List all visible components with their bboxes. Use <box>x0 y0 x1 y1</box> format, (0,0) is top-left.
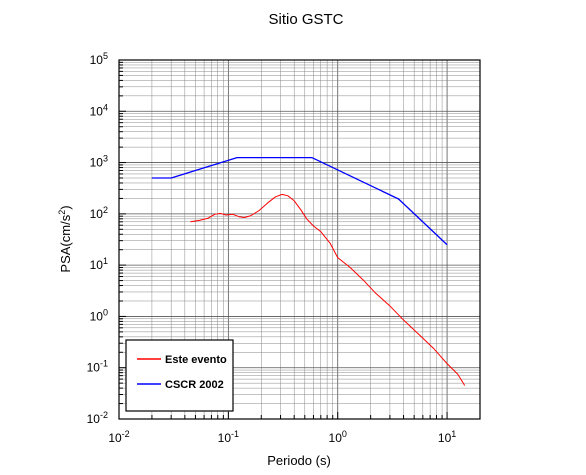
legend-label-este-evento: Este evento <box>165 354 227 366</box>
y-tick-label: 10-2 <box>87 410 108 426</box>
y-tick-label: 101 <box>90 256 108 272</box>
y-tick-labels: 10-2 10-1 100 101 102 103 104 105 <box>87 51 108 426</box>
plot-frame <box>118 59 481 420</box>
legend-box <box>125 339 234 412</box>
x-tick-label: 10-1 <box>218 429 239 445</box>
y-tick-label: 10-1 <box>87 359 108 375</box>
chart-title: Sitio GSTC <box>268 11 343 28</box>
x-tick-label: 100 <box>329 429 347 445</box>
legend-label-cscr-2002: CSCR 2002 <box>165 379 224 391</box>
x-axis-label: Periodo (s) <box>267 453 331 468</box>
x-tick-label: 10-2 <box>108 429 129 445</box>
y-tick-label: 105 <box>90 51 108 67</box>
series-line-0 <box>190 193 466 386</box>
y-tick-label: 104 <box>90 102 108 118</box>
y-tick-label: 103 <box>90 154 108 170</box>
y-tick-label: 100 <box>90 307 108 323</box>
series-group <box>151 156 466 386</box>
series-line-1 <box>151 156 448 246</box>
x-tick-labels: 10-2 10-1 100 101 <box>108 429 456 445</box>
y-axis-label: PSA(cm/s2) <box>57 205 73 272</box>
y-tick-label: 102 <box>90 205 108 221</box>
legend: Este evento CSCR 2002 <box>125 339 234 412</box>
x-tick-label: 101 <box>438 429 456 445</box>
